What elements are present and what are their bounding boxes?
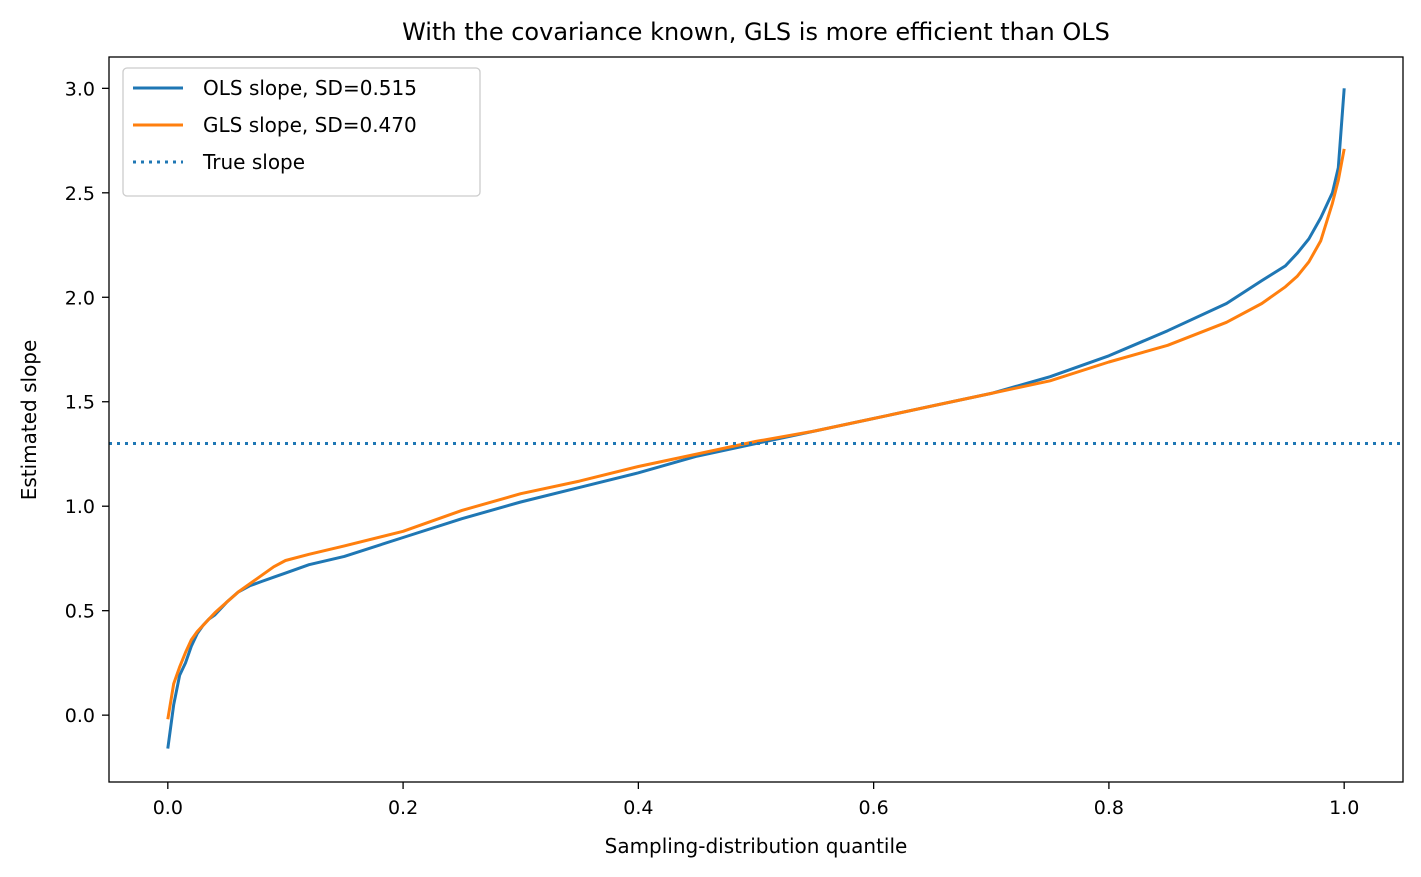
y-tick-label: 2.0 (65, 287, 95, 309)
x-axis-label: Sampling-distribution quantile (605, 834, 908, 858)
x-tick-label: 0.2 (388, 797, 418, 819)
y-axis-label: Estimated slope (17, 340, 41, 501)
y-tick-label: 1.0 (65, 496, 95, 518)
legend-label: GLS slope, SD=0.470 (203, 113, 417, 137)
legend-label: OLS slope, SD=0.515 (203, 76, 417, 100)
x-tick-label: 0.0 (153, 797, 183, 819)
plot-frame (108, 56, 1404, 783)
y-tick-label: 0.0 (65, 705, 95, 727)
legend: OLS slope, SD=0.515 GLS slope, SD=0.470 Tr… (122, 67, 481, 197)
x-axis: 0.0 0.2 0.4 0.6 0.8 1.0 (153, 782, 1359, 819)
series-line-1 (166, 148, 1346, 720)
y-tick-label: 1.5 (65, 392, 95, 414)
y-axis: 0.0 0.5 1.0 1.5 2.0 2.5 3.0 (65, 78, 109, 727)
x-tick-label: 0.4 (623, 797, 653, 819)
plot-lines (109, 88, 1403, 749)
legend-box (122, 67, 481, 197)
y-tick-label: 0.5 (65, 601, 95, 623)
legend-label: True slope (202, 150, 305, 174)
y-tick-label: 2.5 (65, 183, 95, 205)
y-tick-label: 3.0 (65, 78, 95, 100)
x-tick-label: 0.8 (1094, 797, 1124, 819)
x-tick-label: 1.0 (1329, 797, 1359, 819)
x-tick-label: 0.6 (859, 797, 889, 819)
chart-title: With the covariance known, GLS is more e… (402, 18, 1110, 46)
